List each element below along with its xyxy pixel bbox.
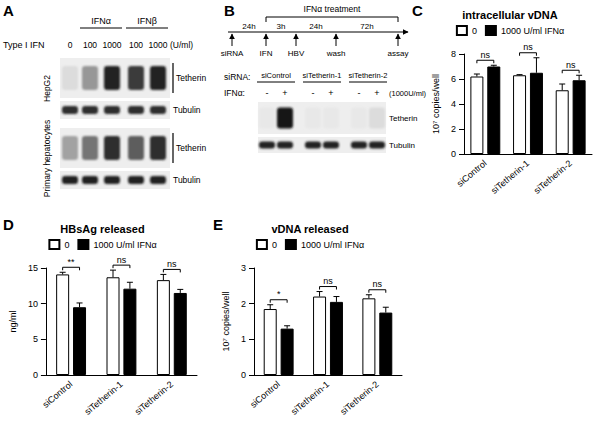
svg-text:Tetherin: Tetherin (176, 143, 207, 153)
svg-text:4: 4 (451, 99, 456, 109)
svg-text:10⁷ copies/well: 10⁷ copies/well (431, 74, 441, 134)
svg-text:C: C (412, 2, 423, 19)
svg-text:ns: ns (167, 259, 177, 269)
svg-text:0: 0 (451, 149, 456, 159)
svg-text:(U/ml): (U/ml) (170, 40, 193, 50)
svg-text:E: E (213, 216, 223, 233)
svg-text:0: 0 (241, 370, 246, 380)
svg-text:vDNA released: vDNA released (271, 223, 348, 235)
svg-text:siTetherin-1: siTetherin-1 (83, 379, 125, 417)
svg-text:1000 U/ml IFNα: 1000 U/ml IFNα (501, 26, 564, 36)
svg-text:intracellular vDNA: intracellular vDNA (462, 9, 557, 21)
svg-text:*: * (277, 289, 281, 299)
svg-text:0: 0 (68, 40, 73, 50)
svg-text:-: - (312, 88, 315, 98)
svg-text:1000: 1000 (149, 40, 168, 50)
svg-text:siTetherin-2: siTetherin-2 (338, 379, 380, 417)
svg-text:(1000U/ml): (1000U/ml) (389, 89, 427, 98)
svg-text:IFNα:: IFNα: (224, 88, 245, 98)
svg-text:**: ** (68, 257, 76, 267)
svg-text:Primary hepatocytes: Primary hepatocytes (42, 120, 52, 197)
svg-text:ng/ml: ng/ml (8, 310, 18, 332)
svg-text:siControl: siControl (248, 379, 282, 409)
svg-text:ns: ns (481, 50, 491, 60)
svg-text:10⁷ copies/well: 10⁷ copies/well (221, 292, 231, 352)
svg-text:siTetherin-2: siTetherin-2 (532, 158, 574, 196)
svg-text:siTetherin-2: siTetherin-2 (349, 71, 388, 80)
svg-text:24h: 24h (309, 22, 322, 31)
svg-text:HepG2: HepG2 (42, 75, 52, 102)
svg-text:Tubulin: Tubulin (389, 141, 415, 150)
svg-text:1: 1 (241, 334, 246, 344)
svg-text:siControl: siControl (41, 379, 75, 409)
svg-text:1000: 1000 (103, 40, 122, 50)
svg-text:5: 5 (33, 334, 38, 344)
svg-text:D: D (3, 216, 14, 233)
svg-text:3h: 3h (277, 22, 286, 31)
svg-text:A: A (3, 2, 14, 19)
svg-text:0: 0 (33, 370, 38, 380)
svg-text:Tubulin: Tubulin (173, 105, 201, 115)
svg-text:1000 U/ml IFNα: 1000 U/ml IFNα (301, 240, 364, 250)
svg-text:+: + (374, 88, 379, 98)
svg-text:Tetherin: Tetherin (389, 114, 417, 123)
svg-text:0: 0 (472, 26, 477, 36)
svg-text:100: 100 (129, 40, 143, 50)
svg-text:100: 100 (83, 40, 97, 50)
svg-text:-: - (358, 88, 361, 98)
svg-text:6: 6 (451, 74, 456, 84)
svg-text:24h: 24h (242, 22, 255, 31)
svg-text:siTetherin-2: siTetherin-2 (133, 379, 175, 417)
svg-text:3: 3 (241, 263, 246, 273)
svg-text:Tetherin: Tetherin (176, 73, 207, 83)
svg-text:-: - (266, 88, 269, 98)
svg-text:1000 U/ml IFNα: 1000 U/ml IFNα (93, 240, 156, 250)
svg-text:siTetherin-1: siTetherin-1 (289, 379, 331, 417)
svg-text:2: 2 (241, 299, 246, 309)
svg-text:assay: assay (388, 49, 409, 58)
svg-text:siRNA:: siRNA: (224, 72, 250, 82)
svg-text:8: 8 (451, 49, 456, 59)
svg-text:+: + (328, 88, 333, 98)
svg-text:IFN: IFN (260, 49, 273, 58)
svg-text:ns: ns (117, 255, 127, 265)
svg-text:IFNβ: IFNβ (137, 16, 157, 26)
svg-text:siRNA: siRNA (221, 49, 244, 58)
svg-text:HBV: HBV (288, 49, 305, 58)
svg-text:ns: ns (323, 276, 333, 286)
svg-text:siControl: siControl (455, 158, 489, 188)
svg-text:siControl: siControl (261, 71, 291, 80)
svg-text:B: B (224, 2, 235, 19)
svg-text:siTetherin-1: siTetherin-1 (303, 71, 342, 80)
svg-text:siTetherin-1: siTetherin-1 (489, 158, 531, 196)
svg-text:ns: ns (566, 60, 576, 70)
svg-text:2: 2 (451, 124, 456, 134)
svg-text:10: 10 (28, 299, 38, 309)
svg-text:ns: ns (373, 279, 383, 289)
svg-text:72h: 72h (360, 22, 373, 31)
svg-text:IFNα treatment: IFNα treatment (304, 4, 362, 14)
svg-text:0: 0 (272, 240, 277, 250)
svg-text:IFNα: IFNα (91, 16, 111, 26)
svg-text:wash: wash (326, 49, 346, 58)
svg-text:15: 15 (28, 263, 38, 273)
svg-text:0: 0 (64, 240, 69, 250)
svg-text:HBsAg released: HBsAg released (60, 223, 144, 235)
svg-text:ns: ns (523, 42, 533, 52)
svg-text:+: + (282, 88, 287, 98)
svg-text:Type I IFN: Type I IFN (3, 40, 45, 50)
svg-text:Tubulin: Tubulin (173, 175, 201, 185)
